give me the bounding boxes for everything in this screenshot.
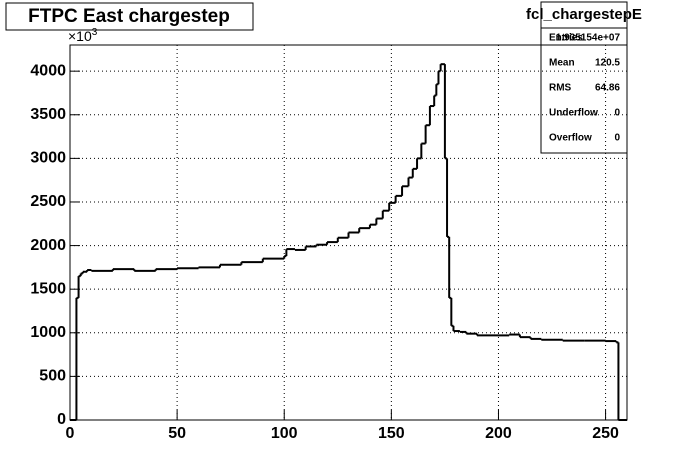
stat-value: 1.935154e+07 [556, 33, 621, 44]
y-tick-label: 2500 [30, 193, 66, 210]
stat-value: 0 [614, 108, 620, 119]
y-tick-label: 0 [57, 411, 66, 428]
x-tick-label: 50 [168, 425, 186, 442]
stat-value: 120.5 [595, 58, 620, 69]
y-multiplier: ×103 [68, 27, 98, 44]
x-tick-label: 250 [592, 425, 619, 442]
stat-value: 0 [614, 133, 620, 144]
stat-label: Underflow [549, 108, 598, 119]
multiplier-exponent: 3 [92, 27, 98, 38]
y-tick-label: 2000 [30, 237, 66, 254]
stat-label: Mean [549, 58, 575, 69]
y-tick-label: 3500 [30, 106, 66, 123]
y-tick-label: 3000 [30, 150, 66, 167]
title-box [5, 2, 254, 31]
y-tick-label: 1000 [30, 324, 66, 341]
x-tick-label: 150 [378, 425, 405, 442]
stats-frame [540, 1, 628, 154]
x-tick-label: 100 [271, 425, 298, 442]
multiplier-base: ×10 [68, 28, 92, 44]
plot-frame [69, 44, 628, 421]
stat-label: Entries [549, 33, 583, 44]
x-tick-label: 200 [485, 425, 512, 442]
chart-title: FTPC East chargestep [28, 6, 230, 27]
y-tick-label: 1500 [30, 280, 66, 297]
y-tick-label: 500 [39, 368, 66, 385]
stat-label: Overflow [549, 133, 592, 144]
stat-label: RMS [549, 83, 572, 94]
x-tick-label: 0 [66, 425, 75, 442]
y-tick-label: 4000 [30, 62, 66, 79]
stats-title: fcl_chargestepE [526, 6, 642, 23]
stat-value: 64.86 [595, 83, 620, 94]
